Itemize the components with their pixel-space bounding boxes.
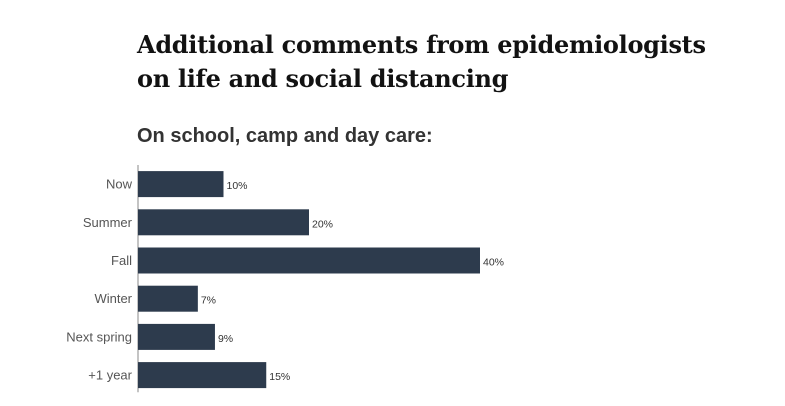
bar bbox=[138, 362, 267, 389]
bar-value-label: 15% bbox=[269, 371, 290, 383]
bar bbox=[138, 285, 198, 312]
bar-value-label: 10% bbox=[227, 180, 248, 192]
bar-value-label: 9% bbox=[218, 333, 233, 345]
page-title: Additional comments from epidemiologists… bbox=[137, 30, 706, 93]
category-label: Now bbox=[106, 177, 133, 192]
chart-title: On school, camp and day care: bbox=[137, 125, 433, 147]
bar bbox=[138, 323, 215, 350]
bar-value-label: 20% bbox=[312, 218, 333, 230]
category-label: +1 year bbox=[88, 368, 132, 383]
category-label: Fall bbox=[111, 253, 132, 268]
bar bbox=[138, 209, 309, 236]
bar bbox=[138, 171, 224, 198]
bar-value-label: 40% bbox=[483, 257, 504, 269]
category-label: Next spring bbox=[66, 329, 132, 344]
bar-value-label: 7% bbox=[201, 295, 216, 307]
bar bbox=[138, 247, 480, 274]
category-label: Summer bbox=[83, 215, 133, 230]
category-label: Winter bbox=[94, 291, 132, 306]
